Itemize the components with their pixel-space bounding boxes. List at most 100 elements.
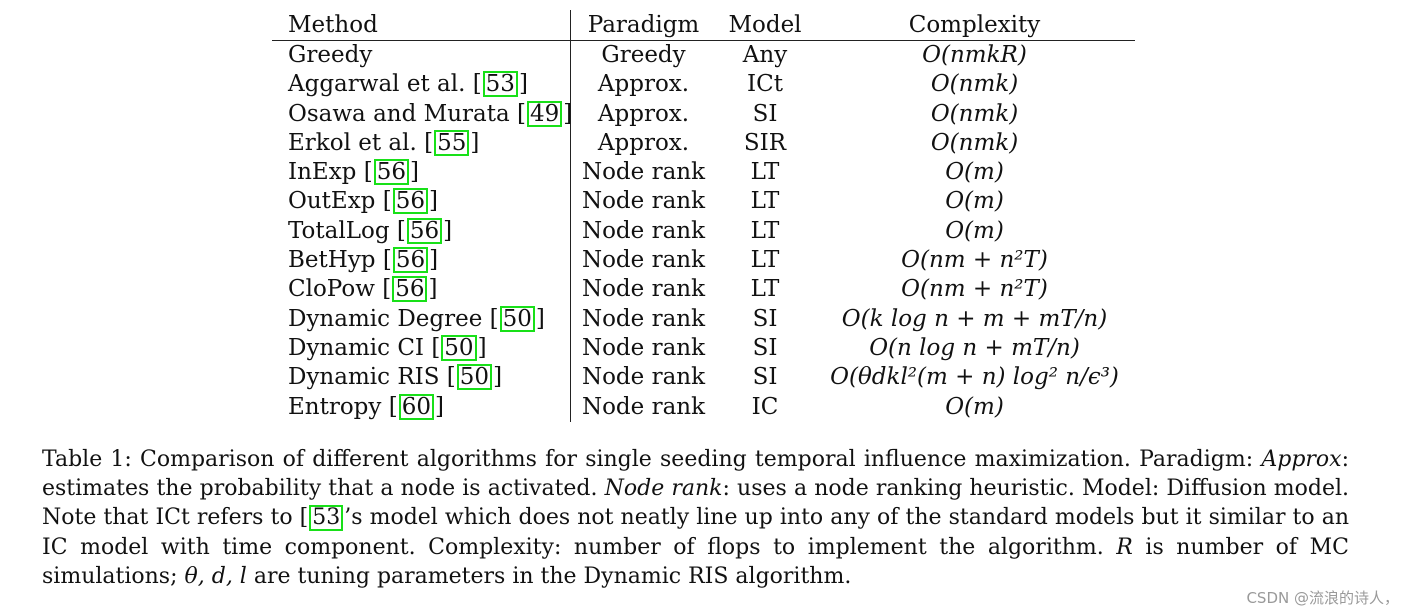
complexity-cell: O(nm + n²T) <box>901 247 1048 274</box>
table-header-row: Method Paradigm Model Complexity <box>272 10 1135 41</box>
citation-link[interactable]: 50 <box>441 334 477 361</box>
complexity-cell: O(m) <box>945 188 1004 215</box>
method-cell: TotalLog [56] <box>272 216 571 247</box>
paradigm-cell: Node rank <box>581 247 706 274</box>
method-name: Entropy <box>288 393 389 420</box>
citation-link[interactable]: 50 <box>456 364 493 391</box>
table-row: Erkol et al. [55] Approx. SIR O(nmk) <box>272 128 1135 159</box>
table-row: Dynamic CI [50] Node rank SI O(n log n + mT… <box>272 333 1135 364</box>
table-row: Dynamic RIS [50] Node rank SI O(θdkl²(m + n… <box>272 363 1135 393</box>
table-row: CloPow [56] Node rank LT O(nm + n²T) <box>272 275 1135 305</box>
citation-link[interactable]: 56 <box>373 159 409 186</box>
citation-link[interactable]: 56 <box>392 276 428 303</box>
table-row: Greedy Greedy Any O(nmkR) <box>272 40 1135 71</box>
table-row: Entropy [60] Node rank IC O(m) <box>272 392 1135 422</box>
citation-link[interactable]: 60 <box>398 393 434 420</box>
citation-link[interactable]: 56 <box>392 247 429 274</box>
header-method: Method <box>272 10 571 41</box>
citation-link[interactable]: 53 <box>482 71 518 98</box>
caption-text: ’s model which does not neatly line up i… <box>42 505 1349 560</box>
method-name: Osawa and Murata <box>288 100 517 127</box>
citation-link[interactable]: 55 <box>434 129 470 156</box>
method-cell: OutExp [56] <box>272 187 571 217</box>
paradigm-cell: Greedy <box>601 42 686 68</box>
table-row: TotalLog [56] Node rank LT O(m) <box>272 216 1135 247</box>
method-name: Dynamic CI <box>288 334 432 361</box>
paradigm-cell: Node rank <box>581 188 706 215</box>
complexity-cell: O(k log n + m + mT/n) <box>841 305 1108 332</box>
method-name: Greedy <box>288 42 373 68</box>
method-cell: Dynamic RIS [50] <box>272 363 571 393</box>
complexity-cell: O(nmk) <box>930 100 1019 127</box>
method-name: OutExp <box>288 188 383 215</box>
header-paradigm: Paradigm <box>587 12 700 38</box>
caption-text: are tuning parameters in the Dynamic RIS… <box>246 563 852 589</box>
complexity-cell: O(nmk) <box>930 71 1019 98</box>
caption-emphasis: R <box>1116 534 1133 560</box>
method-name: BetHyp <box>288 247 383 274</box>
model-cell: IC <box>751 393 779 420</box>
method-cell: Dynamic Degree [50] <box>272 304 571 334</box>
caption-text: is number of MC simulations; <box>42 534 1349 589</box>
model-cell: LT <box>750 159 780 186</box>
paradigm-cell: Node rank <box>581 217 706 244</box>
table-row: Osawa and Murata [49] Approx. SI O(nmk) <box>272 99 1135 129</box>
complexity-cell: O(m) <box>945 159 1004 186</box>
method-name: Dynamic Degree <box>288 305 490 332</box>
method-cell: Aggarwal et al. [53] <box>272 70 571 100</box>
table-row: BetHyp [56] Node rank LT O(nm + n²T) <box>272 246 1135 276</box>
model-cell: LT <box>750 188 780 215</box>
paradigm-cell: Node rank <box>581 159 706 186</box>
complexity-cell: O(nm + n²T) <box>901 276 1048 303</box>
citation-link[interactable]: 50 <box>499 305 535 332</box>
model-cell: Any <box>742 42 788 68</box>
paradigm-cell: Approx. <box>597 71 690 98</box>
paradigm-cell: Node rank <box>581 393 706 420</box>
header-complexity: Complexity <box>908 12 1041 38</box>
comparison-table-container: Method Paradigm Model Complexity Greedy G… <box>272 10 1135 422</box>
comparison-table: Method Paradigm Model Complexity Greedy G… <box>272 10 1135 422</box>
model-cell: SI <box>752 334 778 361</box>
method-name: CloPow <box>288 276 383 303</box>
model-cell: LT <box>750 247 780 274</box>
method-name: Erkol et al. <box>288 129 425 156</box>
method-name: Aggarwal et al. <box>288 71 473 98</box>
method-cell: Osawa and Murata [49] <box>272 99 572 129</box>
method-cell: Greedy <box>272 40 571 71</box>
method-name: InExp <box>288 159 364 186</box>
model-cell: LT <box>750 276 780 303</box>
caption-emphasis: θ, d, l <box>184 563 247 589</box>
table-caption: Table 1: Comparison of different algorit… <box>42 447 1349 589</box>
table-body: Greedy Greedy Any O(nmkR) Aggarwal et al. [5… <box>272 40 1135 422</box>
method-cell: CloPow [56] <box>272 275 571 305</box>
complexity-cell: O(nmk) <box>930 129 1019 156</box>
table-row: Aggarwal et al. [53] Approx. ICt O(nmk) <box>272 70 1135 100</box>
paradigm-cell: Node rank <box>581 276 706 303</box>
table-row: Dynamic Degree [50] Node rank SI O(k log n … <box>272 304 1135 334</box>
complexity-cell: O(m) <box>945 217 1004 244</box>
method-name: TotalLog <box>288 217 397 244</box>
method-cell: Dynamic CI [50] <box>272 333 571 364</box>
table-row: InExp [56] Node rank LT O(m) <box>272 158 1135 188</box>
method-cell: Erkol et al. [55] <box>272 128 571 159</box>
citation-link[interactable]: 56 <box>406 217 443 244</box>
method-cell: Entropy [60] <box>272 392 571 422</box>
model-cell: LT <box>750 217 780 244</box>
citation-link[interactable]: 53 <box>309 505 344 532</box>
method-cell: BetHyp [56] <box>272 246 571 276</box>
complexity-cell: O(θdkl²(m + n) log² n/ϵ³) <box>830 364 1119 391</box>
paradigm-cell: Node rank <box>581 334 706 361</box>
model-cell: SI <box>752 100 778 127</box>
complexity-cell: O(m) <box>945 393 1004 420</box>
paradigm-cell: Node rank <box>581 364 706 391</box>
citation-link[interactable]: 49 <box>526 100 563 127</box>
watermark: CSDN @流浪的诗人， <box>1246 589 1399 607</box>
caption-text: Table 1: Comparison of different algorit… <box>42 447 1262 472</box>
caption-emphasis: Node rank <box>604 476 723 502</box>
complexity-cell: O(n log n + mT/n) <box>869 334 1080 361</box>
paradigm-cell: Approx. <box>597 129 690 156</box>
citation-link[interactable]: 56 <box>392 188 428 215</box>
paradigm-cell: Node rank <box>581 305 706 332</box>
caption-emphasis: Approx <box>1261 447 1342 472</box>
header-model: Model <box>728 12 802 38</box>
